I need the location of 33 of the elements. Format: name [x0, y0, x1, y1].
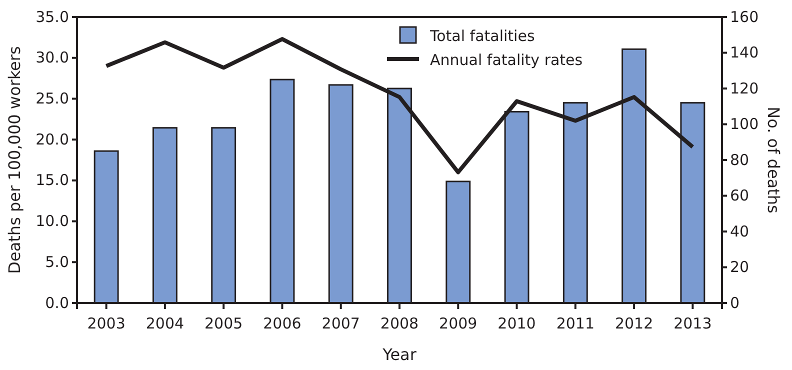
- y2-tick-label: 20: [730, 258, 750, 276]
- y2-tick-label: 160: [730, 8, 759, 26]
- y2-tick-label: 40: [730, 222, 750, 240]
- x-tick-label: 2010: [498, 314, 536, 332]
- y2-tick-label: 80: [730, 150, 750, 169]
- x-tick-label: 2009: [439, 314, 478, 332]
- legend-label: Annual fatality rates: [430, 51, 583, 69]
- x-tick-label: 2005: [204, 314, 243, 332]
- y-tick-label: 30.0: [36, 48, 69, 67]
- y2-tick-label: 100: [730, 115, 759, 134]
- x-tick-label: 2011: [556, 314, 595, 332]
- x-tick-label: 2013: [674, 314, 712, 332]
- y-axis-title: Deaths per 100,000 workers: [5, 46, 24, 274]
- y-tick-label: 5.0: [45, 252, 69, 271]
- y2-axis-title: No. of deaths: [764, 106, 783, 214]
- x-tick-label: 2003: [87, 314, 126, 332]
- y2-tick-label: 60: [730, 186, 750, 205]
- y-tick-label: 20.0: [36, 130, 69, 148]
- x-tick-label: 2008: [380, 314, 419, 332]
- y2-tick-label: 0: [730, 294, 740, 312]
- y-tick-label: 0.0: [45, 294, 69, 312]
- y-tick-label: 10.0: [36, 212, 69, 230]
- x-tick-label: 2006: [263, 314, 302, 332]
- x-tick-label: 2007: [322, 314, 360, 332]
- x-axis-title: Year: [382, 345, 417, 364]
- y-tick-label: 35.0: [36, 8, 69, 26]
- legend-label: Total fatalities: [429, 27, 535, 45]
- y-tick-label: 25.0: [36, 90, 69, 108]
- y2-tick-label: 140: [730, 44, 759, 62]
- y2-tick-label: 120: [730, 79, 759, 98]
- x-tick-label: 2012: [614, 314, 654, 332]
- y-tick-label: 15.0: [36, 171, 69, 190]
- x-tick-label: 2004: [146, 314, 184, 332]
